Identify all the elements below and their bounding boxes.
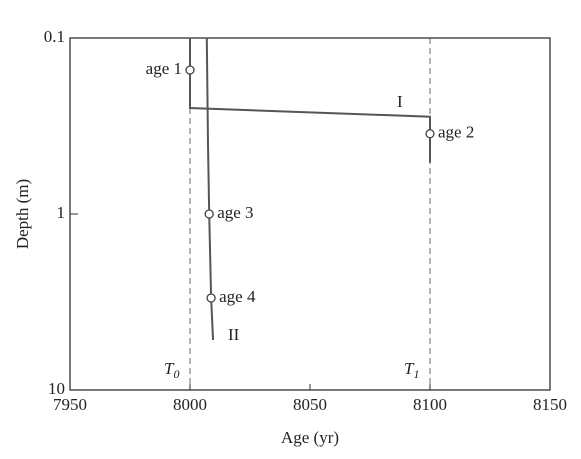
y-axis-label: Depth (m) (13, 179, 32, 249)
reference-label: T1 (404, 359, 419, 381)
sample-point (206, 293, 216, 303)
series-label: I (397, 92, 403, 111)
y-tick-label: 0.1 (44, 27, 65, 46)
x-tick-label: 8100 (413, 395, 447, 414)
x-axis-label: Age (yr) (281, 428, 339, 447)
x-tick-label: 8000 (173, 395, 207, 414)
sample-point (204, 209, 214, 219)
point-label: age 4 (219, 287, 256, 306)
reference-label-sub: 1 (413, 367, 419, 381)
plot-frame (69, 37, 551, 391)
sample-point (425, 129, 435, 139)
y-tick-label: 1 (57, 203, 66, 222)
series-line (189, 38, 431, 163)
point-label: age 3 (217, 203, 253, 222)
reference-label-main: T (164, 359, 175, 378)
reference-label-main: T (404, 359, 415, 378)
point-label: age 1 (146, 59, 182, 78)
reference-label-sub: 0 (173, 367, 179, 381)
sample-point (185, 65, 195, 75)
x-tick-label: 8050 (293, 395, 327, 414)
series-label: II (228, 325, 240, 344)
x-tick-label: 7950 (53, 395, 87, 414)
y-tick-label: 10 (48, 379, 65, 398)
reference-label: T0 (164, 359, 179, 381)
point-label: age 2 (438, 123, 474, 142)
x-tick-label: 8150 (533, 395, 567, 414)
